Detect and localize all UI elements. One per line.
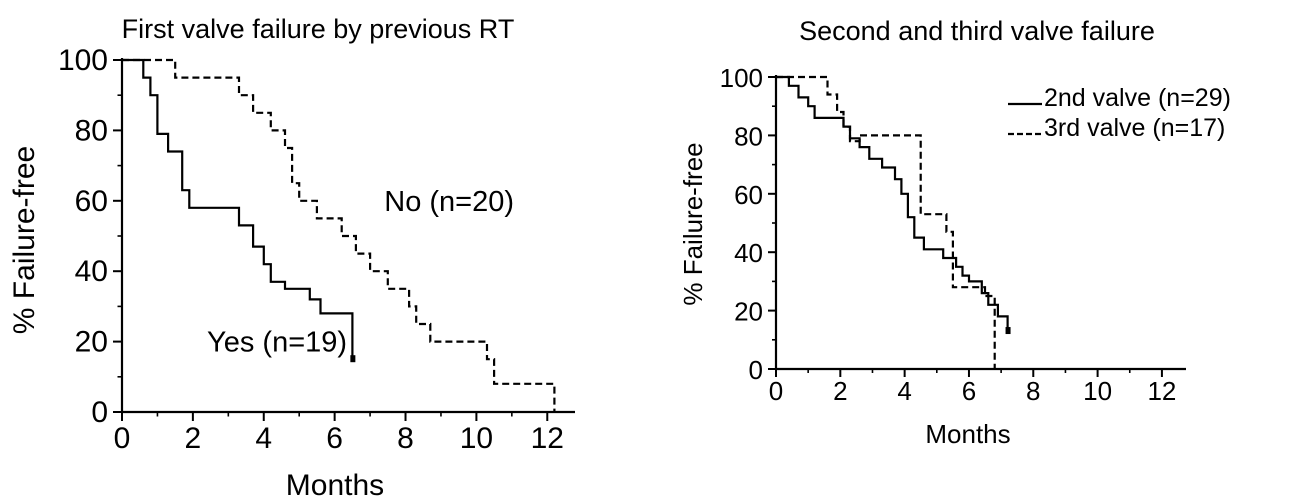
x-tick-label: 2 <box>185 422 202 455</box>
x-tick-label: 4 <box>255 422 272 455</box>
y-tick-label: 60 <box>734 180 763 210</box>
y-tick-label: 40 <box>734 238 763 268</box>
series-line-dashed <box>122 58 556 412</box>
x-tick-label: 8 <box>397 422 414 455</box>
y-tick-label: 80 <box>734 121 763 151</box>
x-tick-label: 8 <box>1026 376 1040 406</box>
x-tick-label: 6 <box>326 422 343 455</box>
x-tick-label: 12 <box>531 422 564 455</box>
x-axis-label: Months <box>286 469 384 502</box>
chart-second-third-valve-failure: Second and third valve failure0204060801… <box>678 16 1231 449</box>
y-tick-label: 60 <box>75 185 108 218</box>
chart-title: First valve failure by previous RT <box>122 14 515 44</box>
y-tick-label: 0 <box>749 355 763 385</box>
x-tick-label: 0 <box>114 422 131 455</box>
y-tick-label: 100 <box>58 44 108 77</box>
x-tick-label: 10 <box>460 422 493 455</box>
censor-mark <box>1005 327 1011 335</box>
y-tick-label: 80 <box>75 114 108 147</box>
y-tick-label: 0 <box>91 396 108 429</box>
series-line-solid <box>122 58 354 360</box>
x-tick-label: 12 <box>1147 376 1176 406</box>
x-axis-label: Months <box>925 419 1010 449</box>
y-axis-label: % Failure-free <box>8 146 41 334</box>
y-tick-label: 20 <box>75 326 108 359</box>
legend-label: 3rd valve (n=17) <box>1044 114 1225 142</box>
x-tick-label: 6 <box>962 376 976 406</box>
y-axis-label: % Failure-free <box>678 142 708 305</box>
x-tick-label: 4 <box>897 376 911 406</box>
series-annotation: Yes (n=19) <box>207 327 347 359</box>
legend-label: 2nd valve (n=29) <box>1044 84 1231 112</box>
x-tick-label: 0 <box>769 376 783 406</box>
y-tick-label: 40 <box>75 255 108 288</box>
x-tick-label: 10 <box>1083 376 1112 406</box>
y-tick-label: 20 <box>734 297 763 327</box>
y-tick-label: 100 <box>720 63 763 93</box>
series-annotation: No (n=20) <box>384 186 514 218</box>
censor-mark <box>350 355 356 363</box>
series-line-dashed <box>776 75 996 369</box>
x-tick-label: 2 <box>833 376 847 406</box>
chart-title: Second and third valve failure <box>799 16 1155 46</box>
series-line-solid <box>776 75 1009 331</box>
chart-first-valve-failure: First valve failure by previous RT020406… <box>8 14 575 502</box>
